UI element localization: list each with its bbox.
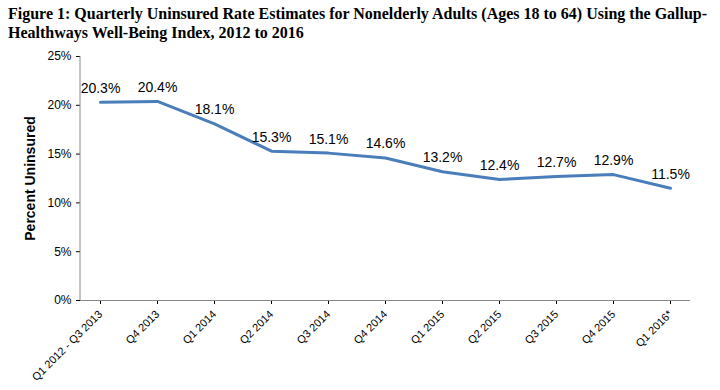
svg-text:15.3%: 15.3% [252, 129, 292, 145]
svg-text:20.3%: 20.3% [81, 80, 121, 96]
svg-text:0%: 0% [54, 293, 72, 307]
svg-text:10%: 10% [47, 196, 71, 210]
svg-text:11.5%: 11.5% [651, 166, 690, 182]
svg-text:Q1 2014: Q1 2014 [180, 308, 218, 346]
svg-text:5%: 5% [54, 245, 72, 259]
svg-text:Q1 2015: Q1 2015 [408, 308, 446, 346]
svg-text:12.7%: 12.7% [537, 154, 577, 170]
svg-text:20.4%: 20.4% [138, 79, 178, 95]
svg-text:14.6%: 14.6% [366, 135, 406, 151]
svg-text:15%: 15% [47, 147, 71, 161]
svg-text:Q2 2014: Q2 2014 [237, 308, 275, 346]
svg-text:18.1%: 18.1% [195, 101, 235, 117]
svg-text:25%: 25% [47, 49, 71, 63]
svg-text:Q3 2015: Q3 2015 [522, 308, 560, 346]
html-text:Figure 1: Quarterly Uninsured: Figure 1: Quarterly Uninsured Rate Estim… [8, 5, 708, 41]
svg-text:15.1%: 15.1% [309, 131, 349, 147]
svg-text:13.2%: 13.2% [423, 149, 463, 165]
svg-text:Q1 2016*: Q1 2016* [633, 307, 675, 349]
svg-text:12.9%: 12.9% [594, 152, 634, 168]
svg-text:12.4%: 12.4% [480, 157, 520, 173]
svg-text:Percent Uninsured: Percent Uninsured [22, 116, 38, 240]
svg-text:Q4 2014: Q4 2014 [351, 308, 389, 346]
svg-text:Q1 2012 - Q3 2013: Q1 2012 - Q3 2013 [29, 308, 104, 383]
svg-text:20%: 20% [47, 98, 71, 112]
svg-text:Q4 2013: Q4 2013 [123, 308, 161, 346]
svg-text:Q3 2014: Q3 2014 [294, 308, 332, 346]
svg-text:Q4 2015: Q4 2015 [579, 308, 617, 346]
svg-text:Q2 2015: Q2 2015 [465, 308, 503, 346]
